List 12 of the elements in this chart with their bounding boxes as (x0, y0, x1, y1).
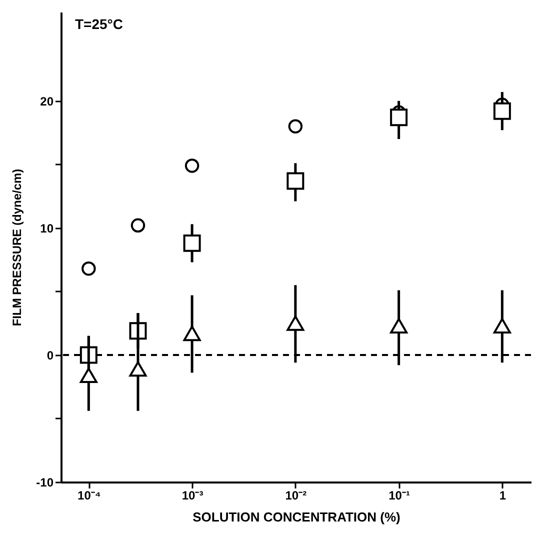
annotation: T=25°C (75, 16, 124, 32)
y-tick-label: -10 (36, 476, 54, 490)
x-tick-label: 10⁻⁴ (78, 488, 101, 502)
y-tick-label: 0 (46, 348, 54, 362)
x-tick-label: 10⁻¹ (388, 488, 410, 502)
x-axis-title: SOLUTION CONCENTRATION (%) (192, 510, 400, 524)
y-tick-label: 10 (40, 221, 54, 236)
x-tick-label: 10⁻² (285, 488, 307, 502)
y-axis-title: FILM PRESSURE (dyne/cm) (10, 168, 24, 326)
y-tick-label: 20 (40, 94, 54, 108)
x-tick-label: 1 (499, 488, 506, 502)
x-tick-label: 10⁻³ (182, 488, 204, 502)
